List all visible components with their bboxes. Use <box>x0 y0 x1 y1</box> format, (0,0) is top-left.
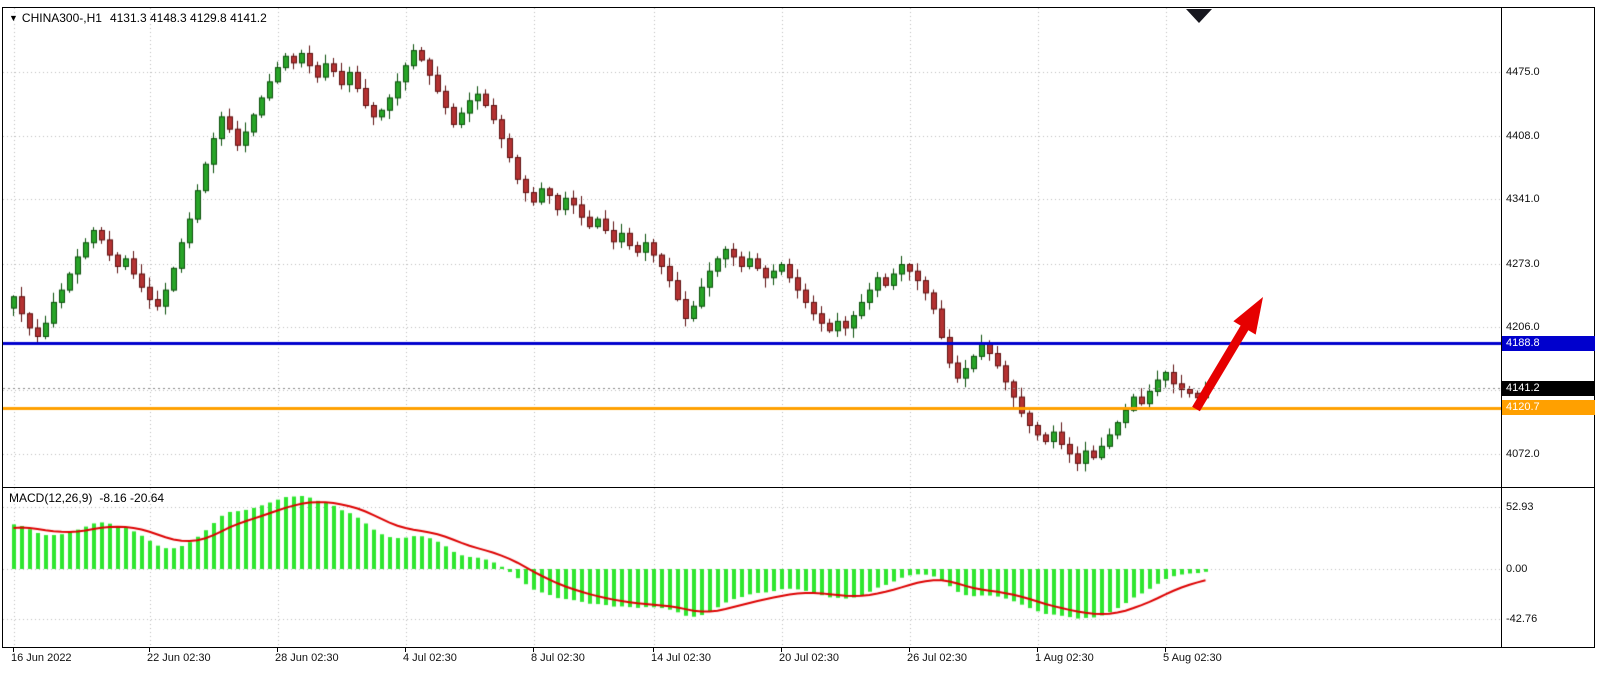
chart-title-bar: ▼ CHINA300-,H1 4131.3 4148.3 4129.8 4141.2 <box>9 11 267 25</box>
time-tick-mark <box>13 648 14 652</box>
macd-tick-label: -42.76 <box>1506 612 1538 625</box>
time-tick-label: 4 Jul 02:30 <box>403 652 457 664</box>
price-tick-label: 4206.0 <box>1506 321 1540 334</box>
resistance-price-badge[interactable]: 4188.8 <box>1502 335 1595 351</box>
time-tick-mark <box>277 648 278 652</box>
price-tick-label: 4408.0 <box>1506 129 1540 142</box>
macd-indicator-label: MACD(12,26,9) <box>9 491 93 505</box>
macd-values-label: -8.16 -20.64 <box>99 491 165 505</box>
price-tick-label: 4273.0 <box>1506 257 1540 270</box>
time-tick-label: 28 Jun 02:30 <box>275 652 339 664</box>
time-tick-mark <box>149 648 150 652</box>
ohlc-values-label: 4131.3 4148.3 4129.8 4141.2 <box>109 11 267 25</box>
time-tick-label: 20 Jul 02:30 <box>779 652 839 664</box>
bid-price-badge: 4141.2 <box>1502 380 1595 396</box>
time-tick-mark <box>1037 648 1038 652</box>
time-tick-label: 26 Jul 02:30 <box>907 652 967 664</box>
macd-tick-label: 0.00 <box>1506 563 1528 575</box>
time-tick-label: 1 Aug 02:30 <box>1035 652 1094 664</box>
support-price-badge[interactable]: 4120.7 <box>1502 400 1595 416</box>
macd-tick-label: 52.93 <box>1506 501 1534 514</box>
time-tick-mark <box>653 648 654 652</box>
pane-separator[interactable] <box>3 487 1594 488</box>
expand-arrow-icon[interactable]: ▼ <box>9 13 18 23</box>
symbol-timeframe-label: CHINA300-,H1 <box>21 11 102 25</box>
time-tick-mark <box>1165 648 1166 652</box>
price-axis-separator <box>1501 8 1502 647</box>
time-tick-mark <box>533 648 534 652</box>
time-tick-label: 5 Aug 02:30 <box>1163 652 1222 664</box>
macd-indicator-canvas[interactable] <box>3 488 1501 647</box>
time-tick-label: 8 Jul 02:30 <box>531 652 585 664</box>
main-chart-canvas[interactable] <box>3 8 1501 487</box>
time-tick-label: 14 Jul 02:30 <box>651 652 711 664</box>
price-tick-label: 4072.0 <box>1506 447 1540 460</box>
price-tick-label: 4341.0 <box>1506 193 1540 206</box>
price-tick-label: 4475.0 <box>1506 66 1540 79</box>
time-tick-label: 22 Jun 02:30 <box>147 652 211 664</box>
time-tick-mark <box>909 648 910 652</box>
chart-shift-marker-icon[interactable] <box>1186 9 1212 23</box>
time-tick-label: 16 Jun 2022 <box>11 652 72 664</box>
time-tick-mark <box>405 648 406 652</box>
macd-title-bar: MACD(12,26,9) -8.16 -20.64 <box>9 491 164 505</box>
time-tick-mark <box>781 648 782 652</box>
